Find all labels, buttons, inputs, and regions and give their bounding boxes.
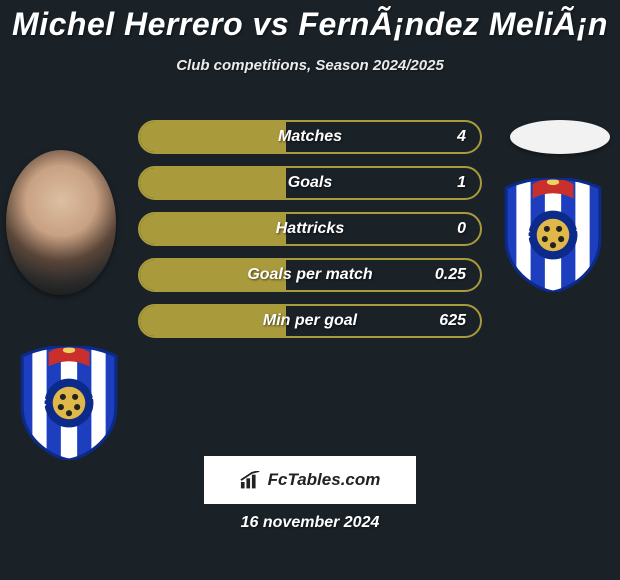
page-title: Michel Herrero vs FernÃ¡ndez MeliÃ¡n: [0, 0, 620, 43]
stat-bar-label: Goals: [140, 168, 480, 198]
svg-text:C: C: [36, 395, 46, 411]
stat-bar-label: Goals per match: [140, 260, 480, 290]
player-left-avatar: [6, 150, 116, 295]
stat-bar: Goals 1: [138, 166, 482, 200]
player-right-avatar: [510, 120, 610, 154]
chart-icon: [240, 471, 262, 489]
stat-bar-value: 1: [457, 168, 466, 198]
stat-bar-value: 0: [457, 214, 466, 244]
svg-text:D: D: [64, 434, 74, 450]
stat-bar: Min per goal 625: [138, 304, 482, 338]
page-subtitle: Club competitions, Season 2024/2025: [0, 57, 620, 74]
stat-bar-label: Matches: [140, 122, 480, 152]
svg-text:T: T: [576, 227, 585, 243]
stat-bar-value: 0.25: [435, 260, 466, 290]
footer-date: 16 november 2024: [0, 514, 620, 532]
site-badge[interactable]: FcTables.com: [204, 456, 416, 504]
stat-bar: Goals per match 0.25: [138, 258, 482, 292]
stat-bar-label: Min per goal: [140, 306, 480, 336]
site-badge-text: FcTables.com: [268, 470, 381, 490]
stats-bars: Matches 4 Goals 1 Hattricks 0 Goals per …: [138, 120, 482, 350]
club-crest-left: C T D: [18, 346, 120, 460]
stat-bar-value: 625: [439, 306, 466, 336]
svg-text:D: D: [548, 266, 558, 282]
stat-bar-label: Hattricks: [140, 214, 480, 244]
stat-bar: Matches 4: [138, 120, 482, 154]
stat-bar: Hattricks 0: [138, 212, 482, 246]
club-crest-right: C T D: [502, 178, 604, 292]
svg-text:T: T: [92, 395, 101, 411]
stat-bar-value: 4: [457, 122, 466, 152]
svg-text:C: C: [520, 227, 530, 243]
